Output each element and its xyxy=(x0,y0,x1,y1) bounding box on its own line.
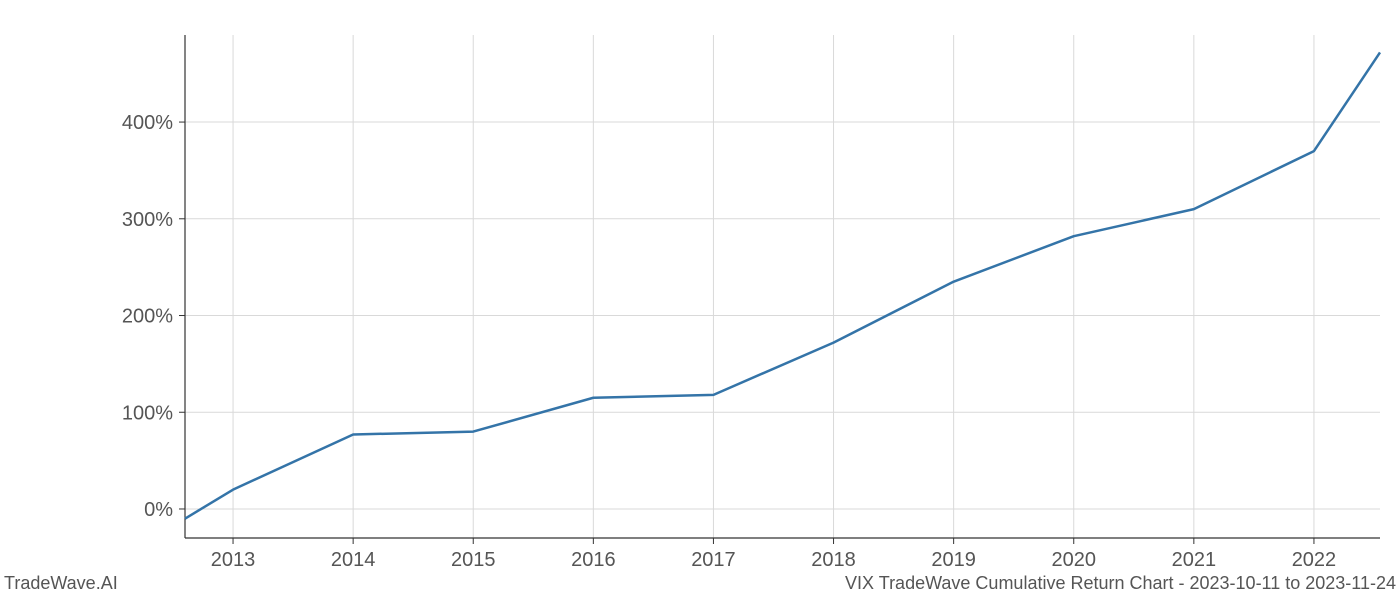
svg-text:2022: 2022 xyxy=(1292,549,1337,571)
svg-text:2017: 2017 xyxy=(691,549,736,571)
svg-text:2019: 2019 xyxy=(931,549,976,571)
svg-text:2015: 2015 xyxy=(451,549,496,571)
svg-text:2014: 2014 xyxy=(331,549,376,571)
svg-text:2018: 2018 xyxy=(811,549,856,571)
svg-text:400%: 400% xyxy=(122,112,173,134)
svg-text:0%: 0% xyxy=(144,499,173,521)
svg-text:2013: 2013 xyxy=(211,549,256,571)
svg-text:2021: 2021 xyxy=(1172,549,1217,571)
footer-left-label: TradeWave.AI xyxy=(4,573,118,594)
chart-container: 2013 2014 2015 2016 2017 2018 2019 2020 2021 2022… xyxy=(0,0,1400,600)
svg-text:100%: 100% xyxy=(122,402,173,424)
svg-text:2016: 2016 xyxy=(571,549,616,571)
footer-right-label: VIX TradeWave Cumulative Return Chart - … xyxy=(845,573,1396,594)
line-chart: 2013 2014 2015 2016 2017 2018 2019 2020 2021 2022… xyxy=(0,0,1400,600)
svg-text:200%: 200% xyxy=(122,306,173,328)
svg-text:2020: 2020 xyxy=(1051,549,1096,571)
svg-text:300%: 300% xyxy=(122,209,173,231)
